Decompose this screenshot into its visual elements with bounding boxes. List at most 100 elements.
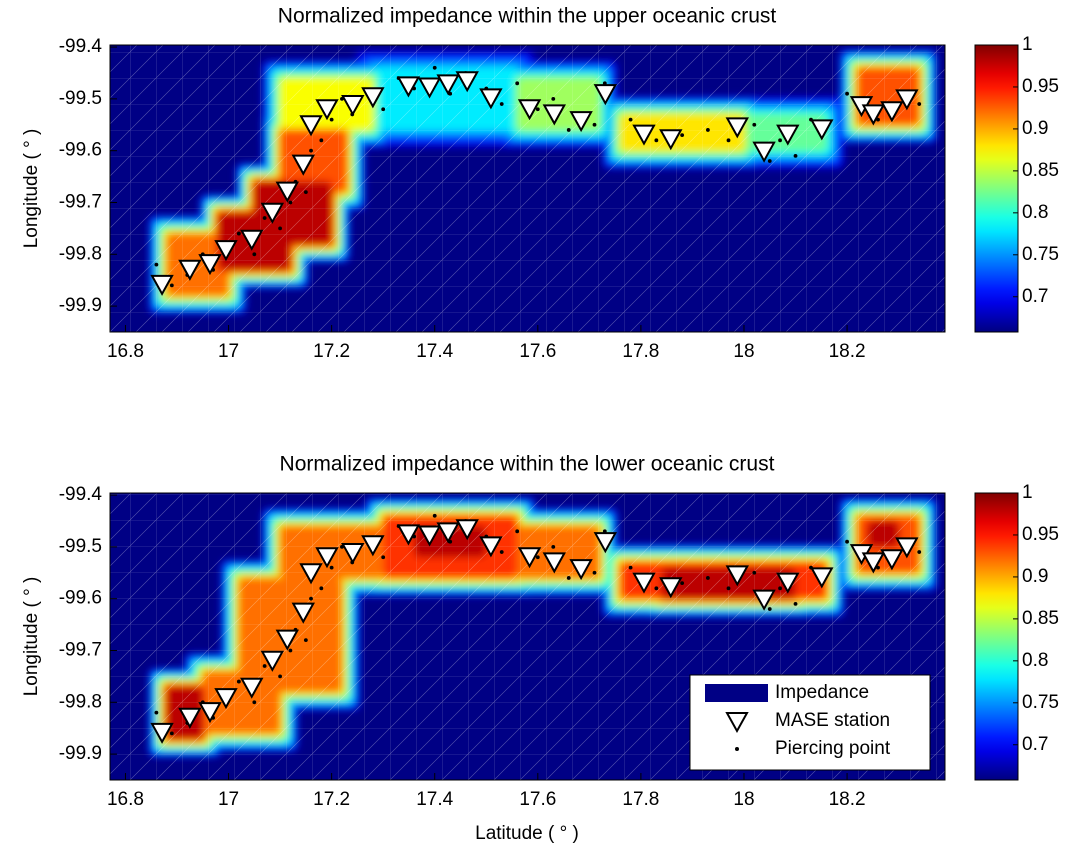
mase-station xyxy=(275,181,300,203)
mase-station xyxy=(178,259,202,281)
piercing-point xyxy=(262,664,267,668)
piercing-point xyxy=(432,513,437,518)
plot-frame xyxy=(109,44,946,333)
mase-station xyxy=(341,95,365,117)
mase-station xyxy=(569,111,593,133)
mase-station xyxy=(417,525,442,547)
y-tick-label: -99.6 xyxy=(59,588,102,609)
x-tick-label: 17.4 xyxy=(416,789,453,810)
mase-station xyxy=(725,565,749,587)
piercing-point xyxy=(515,81,520,86)
mase-station xyxy=(396,76,421,98)
piercing-point xyxy=(515,529,520,534)
mase-station xyxy=(396,524,421,546)
x-tick-label: 16.8 xyxy=(107,789,144,810)
mase-station xyxy=(260,650,285,672)
piercing-point xyxy=(680,133,685,138)
piercing-point xyxy=(169,731,174,736)
mase-station xyxy=(752,589,776,611)
mase-station xyxy=(315,99,339,121)
mase-station xyxy=(214,240,238,262)
piercing-point xyxy=(252,252,257,257)
piercing-point xyxy=(499,102,504,106)
piercing-point xyxy=(262,216,267,220)
x-tick-label: 17.2 xyxy=(313,341,350,362)
piercing-point xyxy=(499,550,504,554)
piercing-point xyxy=(319,138,324,143)
piercing-point xyxy=(752,570,757,575)
piercing-point xyxy=(288,648,293,653)
mase-station xyxy=(299,563,323,585)
mase-station xyxy=(150,274,174,296)
mase-station xyxy=(260,202,285,224)
mase-station xyxy=(895,89,919,111)
piercing-point xyxy=(767,159,772,163)
piercing-point xyxy=(778,586,782,591)
piercing-point xyxy=(706,128,710,132)
piercing-point xyxy=(726,586,731,591)
piercing-point xyxy=(752,122,757,127)
mase-station xyxy=(517,99,542,121)
y-tick-label: -99.5 xyxy=(59,88,102,109)
piercing-point xyxy=(169,283,174,288)
mase-station xyxy=(361,535,385,557)
legend-label: MASE station xyxy=(775,710,890,731)
piercing-point xyxy=(432,65,437,70)
legend-label: Piercing point xyxy=(775,738,891,759)
piercing-point xyxy=(592,570,597,575)
piercing-point xyxy=(566,128,571,132)
piercing-point xyxy=(329,565,334,570)
piercing-point xyxy=(793,153,798,158)
colorbar-tick-label: 0.95 xyxy=(1022,76,1059,97)
mase-station xyxy=(632,124,656,146)
chart-title: Normalized impedance within the upper oc… xyxy=(278,5,777,28)
x-tick-label: 18 xyxy=(733,789,754,810)
piercing-point xyxy=(654,138,659,143)
mase-station xyxy=(455,519,479,541)
piercing-point xyxy=(917,102,922,106)
piercing-point xyxy=(654,586,659,591)
piercing-point xyxy=(309,148,313,153)
x-tick-label: 17.6 xyxy=(519,341,556,362)
plot-area xyxy=(110,45,945,332)
mase-station xyxy=(436,74,460,96)
mase-station xyxy=(895,537,919,559)
legend-swatch xyxy=(705,684,768,702)
mesh-overlay xyxy=(110,45,945,332)
piercing-point xyxy=(319,586,324,591)
piercing-point xyxy=(592,122,597,127)
mase-station xyxy=(593,84,618,106)
x-tick-label: 18 xyxy=(733,341,754,362)
colorbar-tick-label: 0.7 xyxy=(1022,286,1048,307)
colorbar-tick-label: 0.9 xyxy=(1022,566,1048,587)
legend-label: Impedance xyxy=(775,682,869,703)
colorbar-tick-label: 0.7 xyxy=(1022,734,1048,755)
mase-station xyxy=(198,702,222,724)
piercing-point xyxy=(154,262,159,267)
mase-station xyxy=(315,547,339,569)
mase-station xyxy=(659,129,683,151)
mase-station xyxy=(341,543,365,565)
piercing-point xyxy=(236,231,241,236)
piercing-point xyxy=(252,700,257,705)
piercing-point xyxy=(309,596,313,601)
x-tick-label: 18.2 xyxy=(829,789,866,810)
colorbar-tick-label: 0.85 xyxy=(1022,608,1059,629)
mase-station xyxy=(542,104,567,126)
x-tick-label: 17 xyxy=(218,789,239,810)
colorbar-tick-label: 0.85 xyxy=(1022,160,1059,181)
piercing-point xyxy=(726,138,731,143)
piercing-point xyxy=(551,96,556,101)
y-tick-label: -99.6 xyxy=(59,140,102,161)
mase-station xyxy=(861,552,886,574)
piercing-point xyxy=(551,544,556,549)
y-tick-label: -99.9 xyxy=(59,295,102,316)
mase-station xyxy=(214,688,238,710)
piercing-point xyxy=(154,710,159,715)
colorbar-tick-label: 1 xyxy=(1022,34,1033,55)
x-tick-label: 17 xyxy=(218,341,239,362)
mase-station xyxy=(479,536,503,558)
piercing-point xyxy=(329,117,334,122)
mase-station xyxy=(178,707,202,729)
mase-station xyxy=(361,87,385,109)
